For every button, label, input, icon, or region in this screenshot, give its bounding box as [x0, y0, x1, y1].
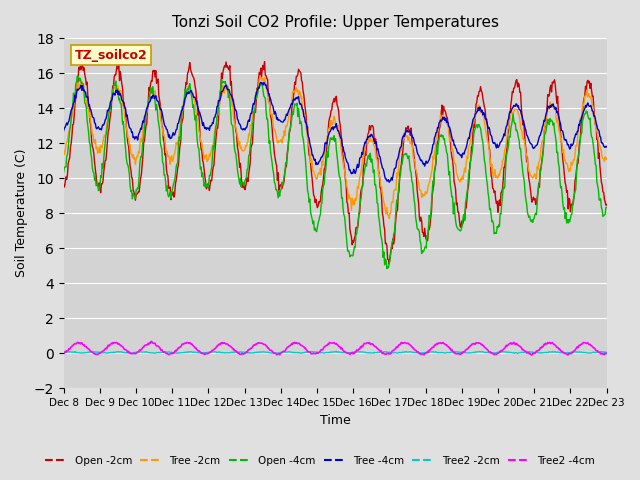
Tree -4cm — [257, 79, 264, 85]
Tree -4cm — [125, 124, 133, 130]
Line: Open -2cm: Open -2cm — [63, 61, 607, 264]
Open -4cm — [383, 265, 391, 271]
Tree -4cm — [403, 128, 410, 133]
Y-axis label: Soil Temperature (C): Soil Temperature (C) — [15, 149, 28, 277]
Open -2cm — [209, 164, 217, 170]
Tree2 -2cm — [70, 349, 77, 355]
Tree -4cm — [419, 159, 426, 165]
Tree -2cm — [385, 216, 393, 221]
Tree2 -4cm — [70, 342, 77, 348]
Open -2cm — [403, 126, 410, 132]
Tree -4cm — [70, 100, 77, 106]
Open -2cm — [125, 153, 133, 159]
Tree -4cm — [603, 144, 611, 150]
Tree2 -4cm — [210, 347, 218, 352]
Tree -2cm — [209, 141, 217, 147]
Open -2cm — [385, 261, 393, 267]
Open -4cm — [603, 204, 611, 210]
Tree -4cm — [209, 120, 217, 126]
Open -4cm — [403, 151, 410, 157]
Line: Tree2 -4cm: Tree2 -4cm — [63, 341, 607, 355]
Open -4cm — [70, 90, 77, 96]
Tree -2cm — [419, 191, 426, 197]
Tree -2cm — [403, 134, 410, 140]
Open -2cm — [260, 59, 268, 64]
Tree2 -4cm — [125, 350, 133, 356]
Open -4cm — [74, 73, 82, 79]
Tree -2cm — [60, 147, 67, 153]
Tree2 -2cm — [209, 349, 217, 355]
Tree2 -4cm — [418, 351, 426, 357]
Tree -4cm — [385, 180, 393, 185]
Tree2 -4cm — [181, 340, 189, 346]
Open -4cm — [419, 248, 426, 253]
Tree -2cm — [257, 74, 264, 80]
Text: TZ_soilco2: TZ_soilco2 — [74, 48, 147, 61]
Tree2 -4cm — [402, 340, 410, 346]
Open -2cm — [60, 182, 67, 188]
Line: Tree -2cm: Tree -2cm — [63, 77, 607, 218]
Tree -2cm — [125, 143, 133, 148]
Tree2 -2cm — [125, 350, 133, 356]
Tree2 -2cm — [514, 350, 522, 356]
Open -4cm — [181, 86, 189, 92]
X-axis label: Time: Time — [320, 414, 351, 427]
Tree2 -2cm — [60, 350, 67, 356]
Open -2cm — [70, 121, 77, 127]
Legend: Open -2cm, Tree -2cm, Open -4cm, Tree -4cm, Tree2 -2cm, Tree2 -4cm: Open -2cm, Tree -2cm, Open -4cm, Tree -4… — [41, 452, 599, 470]
Tree2 -2cm — [402, 349, 410, 355]
Line: Open -4cm: Open -4cm — [63, 76, 607, 268]
Line: Tree2 -2cm: Tree2 -2cm — [63, 351, 607, 353]
Tree2 -4cm — [603, 350, 611, 356]
Open -4cm — [126, 183, 134, 189]
Tree -4cm — [180, 98, 188, 104]
Tree -2cm — [180, 92, 188, 98]
Title: Tonzi Soil CO2 Profile: Upper Temperatures: Tonzi Soil CO2 Profile: Upper Temperatur… — [172, 15, 499, 30]
Tree -2cm — [70, 107, 77, 113]
Open -2cm — [603, 202, 611, 207]
Open -2cm — [180, 100, 188, 106]
Tree -2cm — [603, 155, 611, 161]
Tree2 -2cm — [603, 349, 611, 355]
Open -4cm — [60, 169, 67, 175]
Open -2cm — [419, 229, 426, 235]
Line: Tree -4cm: Tree -4cm — [63, 82, 607, 182]
Tree2 -2cm — [418, 350, 426, 356]
Tree2 -2cm — [180, 349, 188, 355]
Open -4cm — [210, 146, 218, 152]
Tree2 -2cm — [332, 348, 340, 354]
Tree2 -4cm — [60, 351, 67, 357]
Tree -4cm — [60, 128, 67, 133]
Tree2 -4cm — [147, 338, 155, 344]
Tree2 -4cm — [528, 352, 536, 358]
